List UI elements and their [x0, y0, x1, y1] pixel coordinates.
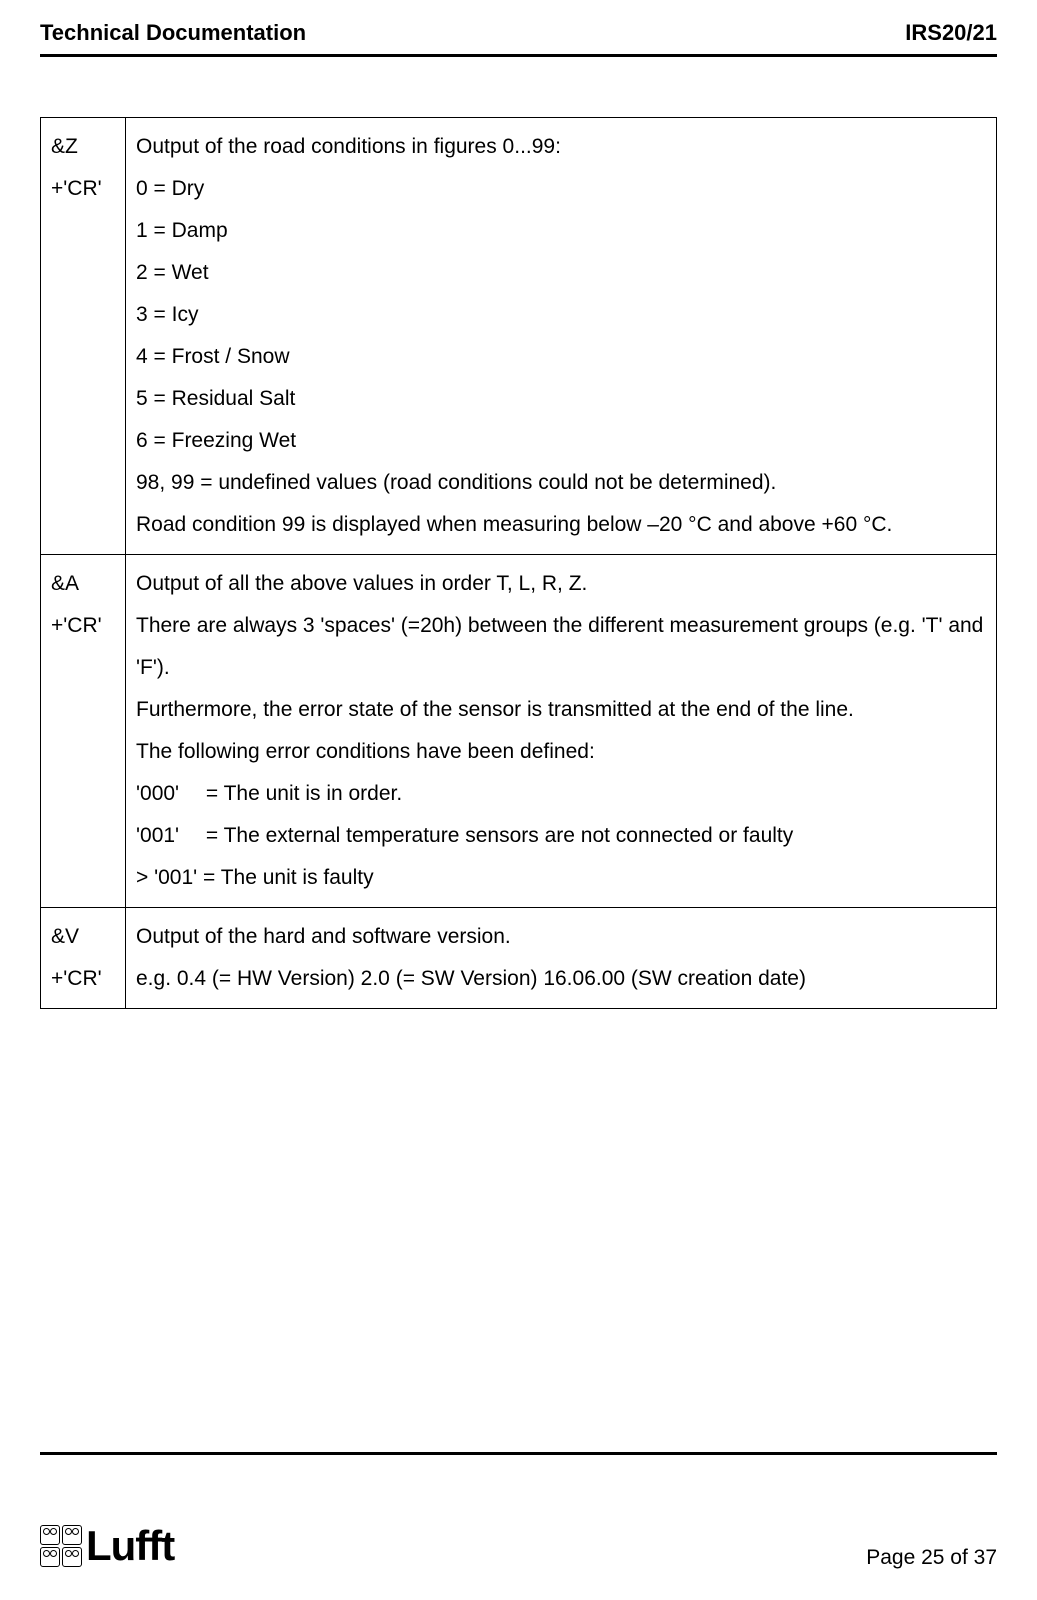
logo-text: Lufft — [86, 1522, 174, 1570]
footer-rule — [40, 1452, 997, 1455]
lufft-logo: Lufft — [40, 1522, 174, 1570]
table-row: &V+'CR'Output of the hard and software v… — [41, 908, 997, 1009]
command-cell: &A+'CR' — [41, 555, 126, 908]
logo-icon — [40, 1525, 82, 1567]
table-row: &Z+'CR'Output of the road conditions in … — [41, 118, 997, 555]
header-left: Technical Documentation — [40, 20, 306, 46]
page-footer: Lufft Page 25 of 37 — [40, 1522, 997, 1570]
page-header: Technical Documentation IRS20/21 — [40, 20, 997, 57]
table-row: &A+'CR'Output of all the above values in… — [41, 555, 997, 908]
description-cell: Output of all the above values in order … — [126, 555, 997, 908]
description-cell: Output of the hard and software version.… — [126, 908, 997, 1009]
header-right: IRS20/21 — [905, 20, 997, 46]
page-number: Page 25 of 37 — [866, 1546, 997, 1570]
command-cell: &Z+'CR' — [41, 118, 126, 555]
command-table: &Z+'CR'Output of the road conditions in … — [40, 117, 997, 1009]
command-cell: &V+'CR' — [41, 908, 126, 1009]
description-cell: Output of the road conditions in figures… — [126, 118, 997, 555]
